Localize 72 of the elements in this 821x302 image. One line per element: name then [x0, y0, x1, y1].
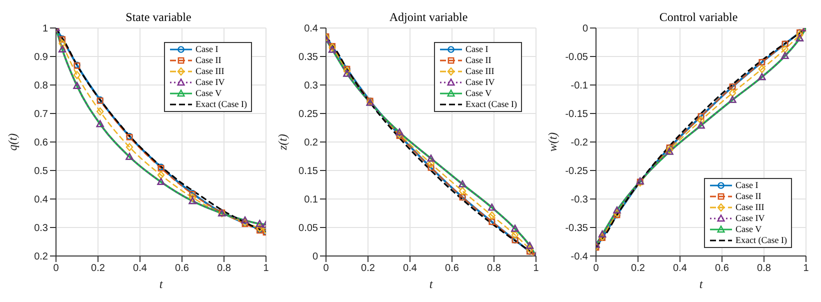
- x-tick-label: 0.6: [715, 263, 730, 274]
- y-tick-label: 0: [312, 252, 318, 263]
- x-tick-label: 0: [323, 263, 330, 274]
- x-tick-label: 0.2: [91, 263, 106, 274]
- y-tick-label: 0.9: [34, 52, 48, 64]
- y-tick-label: -0.15: [565, 109, 588, 120]
- legend-label: Case III: [736, 202, 764, 213]
- y-tick-label: 0.15: [298, 166, 318, 178]
- y-tick-label: 0: [582, 24, 588, 35]
- legend-label: Case IV: [196, 77, 225, 88]
- y-tick-label: 0.5: [34, 166, 48, 178]
- legend-label: Case II: [466, 55, 492, 66]
- y-tick-label: -0.25: [565, 166, 588, 178]
- x-tick-label: 0: [593, 263, 600, 274]
- x-tick-label: 0.8: [487, 263, 502, 274]
- legend-label: Case II: [196, 55, 222, 66]
- y-tick-label: 0.35: [298, 52, 318, 64]
- x-tick-label: 0.8: [757, 263, 772, 274]
- x-tick-label: 0: [53, 263, 60, 274]
- legend-label: Case I: [196, 44, 218, 55]
- legend-label: Case III: [466, 66, 494, 77]
- y-axis-title: q(t): [5, 133, 20, 151]
- y-tick-label: 1: [42, 24, 48, 35]
- legend-label: Case V: [466, 88, 492, 99]
- x-tick-label: 0.4: [403, 263, 418, 274]
- legend-label: Case I: [736, 180, 758, 191]
- y-tick-label: 0.25: [298, 109, 318, 120]
- y-tick-label: 0.3: [34, 223, 48, 234]
- y-tick-label: -0.1: [570, 80, 588, 92]
- legend-label: Case IV: [466, 77, 495, 88]
- y-tick-label: 0.6: [34, 138, 48, 149]
- x-tick-label: 0.6: [445, 263, 460, 274]
- x-tick-label: 1: [533, 263, 540, 274]
- x-tick-label: 0.2: [631, 263, 646, 274]
- legend-label: Case II: [736, 191, 762, 202]
- x-axis-title: t: [159, 277, 164, 291]
- y-tick-label: 0.8: [34, 80, 48, 92]
- legend-label: Exact (Case I): [196, 99, 247, 110]
- y-tick-label: 0.2: [34, 252, 48, 263]
- y-tick-label: -0.35: [565, 223, 588, 234]
- x-tick-label: 0.2: [361, 263, 376, 274]
- chart-title: Control variable: [658, 10, 739, 25]
- x-tick-label: 0.6: [175, 263, 190, 274]
- y-axis-title: w(t): [545, 132, 560, 152]
- x-tick-label: 1: [263, 263, 270, 274]
- legend-label: Case V: [196, 88, 222, 99]
- x-tick-label: 0.4: [673, 263, 688, 274]
- y-tick-label: -0.4: [570, 252, 588, 263]
- y-tick-label: 0.4: [304, 24, 318, 35]
- legend-label: Case IV: [736, 213, 765, 224]
- y-tick-label: 0.2: [304, 138, 318, 149]
- y-tick-label: 0.7: [34, 109, 48, 120]
- chart-title: State variable: [124, 10, 192, 25]
- y-tick-label: -0.05: [565, 52, 588, 64]
- y-tick-label: 0.05: [298, 223, 318, 234]
- legend-label: Case V: [736, 224, 762, 235]
- x-tick-label: 0.8: [217, 263, 232, 274]
- y-axis-title: z(t): [275, 134, 290, 151]
- legend-label: Case III: [196, 66, 224, 77]
- x-axis-title: t: [699, 277, 704, 291]
- y-tick-label: 0.1: [304, 194, 318, 206]
- x-tick-label: 0.4: [133, 263, 148, 274]
- x-axis-title: t: [429, 277, 434, 291]
- legend-label: Case I: [466, 44, 488, 55]
- y-tick-label: -0.3: [570, 194, 588, 206]
- y-tick-label: 0.4: [34, 194, 48, 206]
- x-tick-label: 1: [803, 263, 810, 274]
- legend-label: Exact (Case I): [736, 235, 787, 246]
- y-tick-label: -0.2: [570, 138, 588, 149]
- legend-label: Exact (Case I): [466, 99, 517, 110]
- y-tick-label: 0.3: [304, 80, 318, 92]
- chart-title: Adjoint variable: [388, 10, 469, 25]
